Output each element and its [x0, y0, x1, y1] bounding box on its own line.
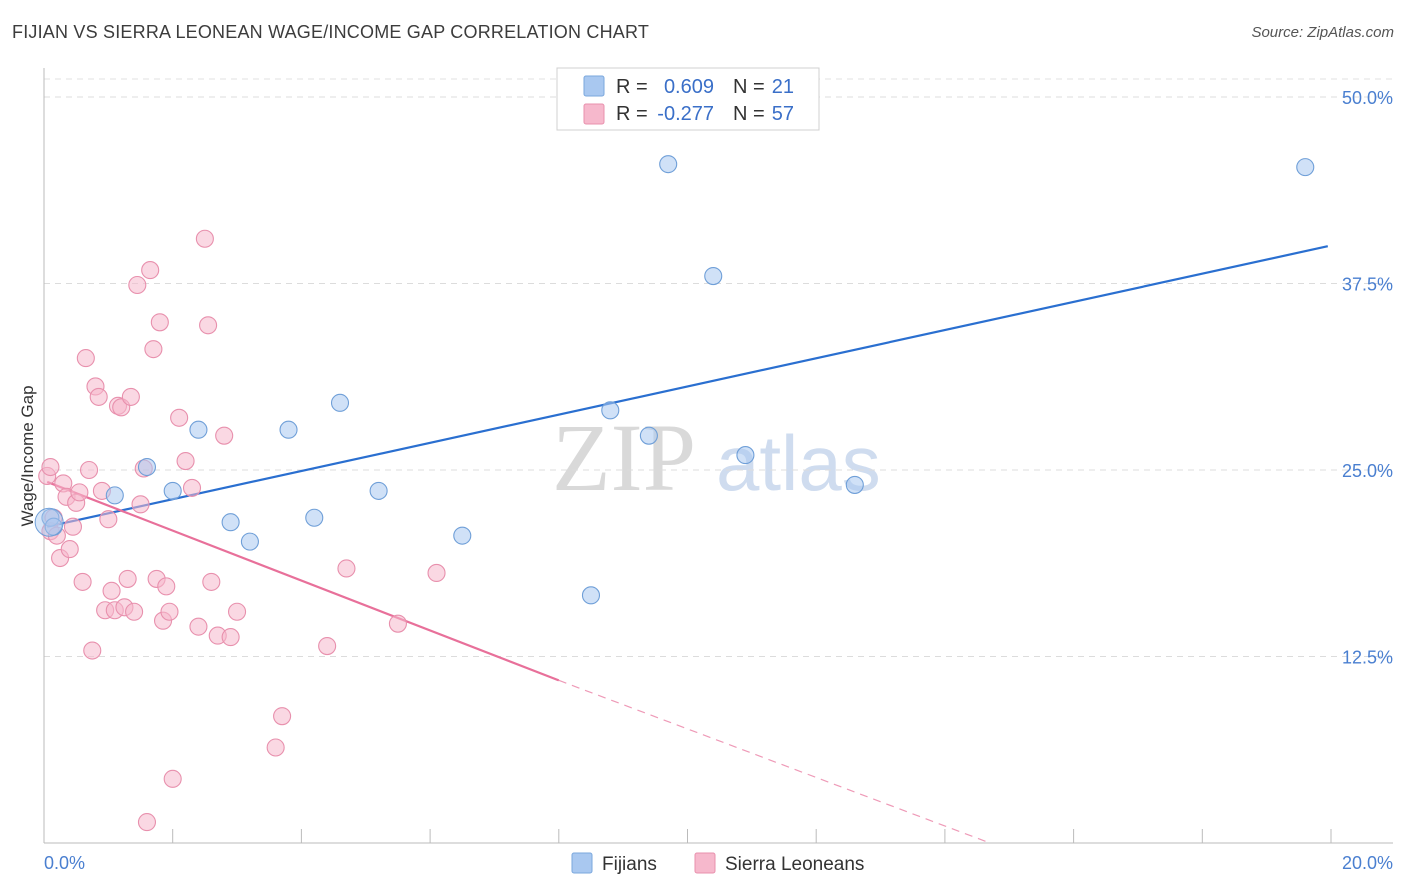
x-tick-label-max: 20.0%	[1342, 853, 1393, 873]
point-1-42	[176, 451, 195, 471]
point-1-39	[160, 602, 179, 621]
legend-n-value-sierra: 57	[772, 103, 794, 125]
point-1-33	[141, 261, 160, 280]
y-axis-title: Wage/Income Gap	[18, 385, 37, 526]
point-1-15	[83, 641, 102, 660]
legend-r-label-sierra: R =	[616, 103, 648, 125]
y-tick-labels: 12.5% 25.0% 37.5% 50.0%	[1342, 88, 1393, 668]
legend-swatch-fijians	[583, 75, 605, 97]
point-1-14	[79, 460, 99, 480]
point-0-12	[453, 526, 472, 545]
point-1-21	[102, 581, 121, 600]
legend-r-value-sierra: -0.277	[657, 103, 714, 125]
point-1-53	[273, 707, 292, 726]
point-0-16	[659, 155, 678, 174]
bottom-legend-label-fijians: Fijians	[602, 854, 657, 875]
point-0-14	[601, 401, 620, 420]
legend-n-value-fijians: 21	[772, 76, 794, 98]
point-cluster-origin	[34, 507, 64, 537]
correlation-legend: R = 0.609 N = 21 R = -0.277 N = 57	[556, 67, 820, 131]
point-0-7	[240, 532, 259, 551]
point-1-43	[182, 478, 202, 497]
axes	[43, 68, 1393, 844]
point-0-2	[105, 486, 124, 505]
point-0-17	[704, 266, 723, 286]
point-0-9	[305, 508, 324, 527]
point-1-57	[427, 563, 446, 582]
data-points	[34, 155, 1315, 832]
point-1-40	[163, 769, 182, 788]
point-1-54	[318, 637, 337, 656]
bottom-legend-swatch-fijians	[571, 852, 593, 874]
point-1-47	[202, 572, 221, 591]
point-1-36	[150, 313, 169, 332]
point-0-6	[221, 513, 240, 532]
chart-title: FIJIAN VS SIERRA LEONEAN WAGE/INCOME GAP…	[12, 22, 650, 42]
point-1-51	[228, 602, 247, 621]
trend-lines	[46, 245, 1329, 844]
trend-line-extension-1	[558, 679, 991, 844]
point-1-52	[266, 738, 285, 757]
watermark: ZIP atlas	[552, 404, 881, 511]
trend-line-1	[46, 480, 560, 682]
gridlines	[44, 78, 1393, 657]
point-0-18	[736, 446, 755, 465]
bottom-legend-label-sierra: Sierra Leoneans	[725, 854, 864, 875]
point-1-34	[144, 340, 163, 359]
legend-r-label-fijians: R =	[616, 76, 648, 98]
point-0-20	[1296, 158, 1315, 177]
legend-n-label-fijians: N =	[733, 76, 765, 98]
watermark-zip: ZIP	[552, 404, 696, 511]
point-1-26	[118, 569, 137, 588]
point-1-11	[70, 483, 89, 502]
legend-r-value-fijians: 0.609	[664, 76, 714, 98]
legend-n-label-sierra: N =	[733, 103, 765, 125]
point-1-50	[221, 628, 240, 647]
point-1-17	[89, 387, 108, 406]
series-legend: Fijians Sierra Leoneans	[571, 852, 864, 875]
point-1-55	[337, 559, 356, 578]
point-1-2	[41, 457, 60, 477]
chart-source: Source: ZipAtlas.com	[1251, 24, 1394, 41]
trend-line-0	[46, 245, 1329, 528]
point-1-8	[60, 540, 79, 559]
point-1-38	[157, 577, 176, 596]
point-1-41	[170, 408, 189, 427]
y-tick-label-2: 37.5%	[1342, 275, 1393, 295]
point-1-9	[63, 517, 83, 536]
point-1-28	[125, 602, 144, 621]
point-1-45	[195, 229, 214, 248]
point-1-49	[215, 426, 234, 445]
point-1-13	[76, 349, 95, 368]
point-0-8	[279, 420, 298, 439]
y-tick-label-3: 50.0%	[1342, 88, 1393, 108]
point-1-20	[99, 510, 118, 529]
point-0-11	[369, 481, 388, 500]
point-1-27	[121, 387, 140, 406]
point-0-4	[163, 481, 182, 500]
y-tick-label-1: 25.0%	[1342, 461, 1393, 481]
point-1-29	[128, 275, 147, 295]
point-0-13	[581, 586, 601, 605]
point-0-15	[639, 426, 658, 445]
point-1-44	[189, 617, 208, 636]
point-0-5	[189, 420, 208, 439]
point-0-10	[330, 393, 350, 412]
point-0-3	[137, 457, 157, 477]
point-1-32	[137, 813, 157, 832]
y-tick-label-0: 12.5%	[1342, 648, 1393, 668]
legend-swatch-sierra	[583, 103, 605, 125]
point-0-19	[845, 475, 864, 494]
x-tick-label-min: 0.0%	[44, 853, 85, 873]
point-1-12	[73, 572, 92, 591]
point-1-30	[131, 495, 150, 514]
point-1-46	[199, 316, 218, 335]
point-1-56	[388, 614, 407, 633]
bottom-legend-swatch-sierra	[694, 852, 716, 874]
